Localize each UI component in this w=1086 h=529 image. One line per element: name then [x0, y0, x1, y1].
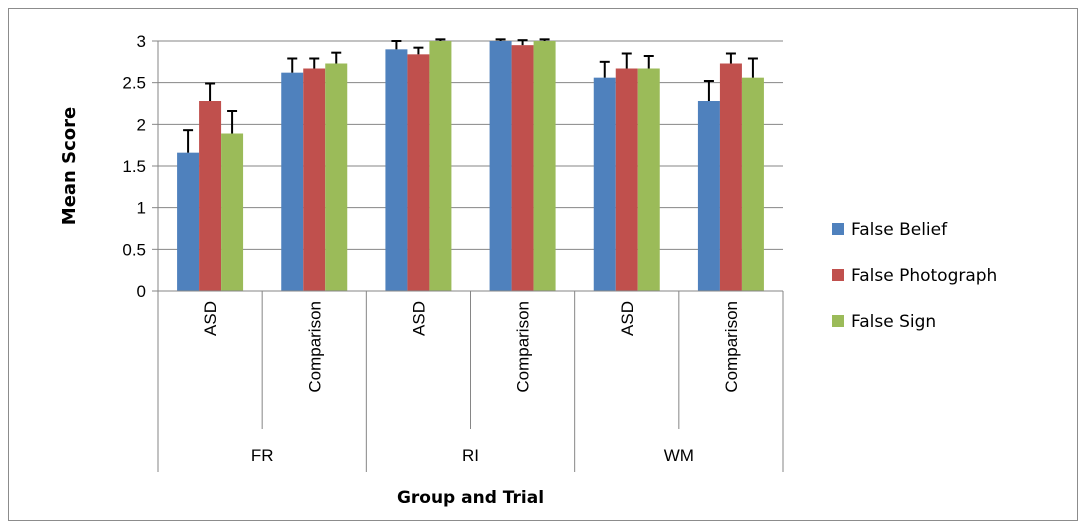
x-axis-title: Group and Trial	[397, 488, 544, 508]
bar	[533, 41, 556, 291]
category-label: Comparison	[514, 301, 533, 393]
group-label: WM	[664, 446, 694, 465]
bar	[199, 101, 222, 291]
legend-swatch	[832, 223, 844, 235]
legend-swatch	[832, 269, 844, 281]
legend-label: False Photograph	[851, 266, 997, 286]
bar	[429, 41, 452, 291]
group-label: FR	[251, 446, 274, 465]
y-tick-label: 2.5	[122, 74, 146, 93]
category-label: Comparison	[305, 301, 324, 393]
bar	[325, 63, 348, 291]
bar	[593, 77, 616, 292]
bar-chart: 0 0.5 1 1.5 2 2.5 3 ASD Comparison ASD Comparison A…	[59, 32, 997, 508]
legend-label: False Belief	[851, 220, 948, 240]
bar	[719, 63, 742, 291]
chart-frame: 0 0.5 1 1.5 2 2.5 3 ASD Comparison ASD Comparison A…	[8, 8, 1078, 521]
group-label: RI	[462, 446, 479, 465]
legend-label: False Sign	[851, 312, 936, 332]
bar	[407, 54, 430, 292]
bar	[615, 68, 638, 291]
bar	[741, 77, 764, 292]
y-tick-label: 1	[137, 199, 146, 218]
y-tick-label: 0.5	[122, 240, 146, 259]
bar	[511, 45, 534, 291]
bar	[281, 72, 304, 291]
category-label: ASD	[618, 301, 637, 336]
y-tick-label: 1.5	[122, 157, 146, 176]
bar	[385, 49, 408, 292]
bar	[489, 41, 512, 291]
bar	[221, 133, 244, 291]
y-tick-label: 0	[137, 282, 146, 301]
bar	[637, 68, 660, 291]
y-tick-label: 3	[137, 32, 146, 51]
bar	[697, 101, 720, 291]
legend-swatch	[832, 315, 844, 327]
y-tick-label: 2	[137, 115, 146, 134]
bar	[303, 68, 326, 291]
y-axis-title: Mean Score	[59, 107, 80, 225]
category-label: Comparison	[722, 301, 741, 393]
bar	[177, 152, 200, 291]
category-label: ASD	[409, 301, 428, 336]
category-label: ASD	[201, 301, 220, 336]
